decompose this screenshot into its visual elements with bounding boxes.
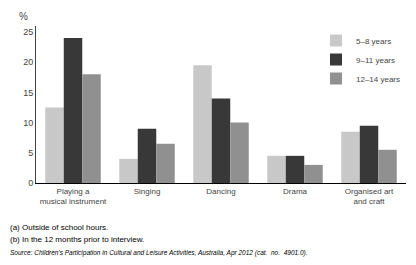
svg-text:(a) Outside of school hours.: (a) Outside of school hours. bbox=[10, 223, 108, 232]
svg-text:10: 10 bbox=[23, 118, 33, 128]
svg-text:12–14 years: 12–14 years bbox=[356, 75, 400, 84]
svg-text:0: 0 bbox=[28, 178, 33, 188]
svg-text:%: % bbox=[19, 11, 28, 22]
svg-text:5: 5 bbox=[28, 148, 33, 158]
svg-text:(b) In the 12 months prior to: (b) In the 12 months prior to interview. bbox=[10, 235, 144, 244]
svg-text:Dancing: Dancing bbox=[206, 187, 235, 196]
svg-text:Playing amusical instrument: Playing amusical instrument bbox=[40, 187, 107, 206]
svg-text:Organised artand craft: Organised artand craft bbox=[345, 187, 394, 206]
svg-text:15: 15 bbox=[23, 88, 33, 98]
svg-text:25: 25 bbox=[23, 27, 33, 37]
svg-text:5–8 years: 5–8 years bbox=[356, 37, 391, 46]
svg-text:20: 20 bbox=[23, 57, 33, 67]
svg-text:9–11 years: 9–11 years bbox=[356, 56, 395, 65]
svg-text:Drama: Drama bbox=[283, 187, 308, 196]
svg-text:Source: Children's Participati: Source: Children's Participation in Cult… bbox=[10, 249, 308, 257]
svg-text:Singing: Singing bbox=[134, 187, 161, 196]
